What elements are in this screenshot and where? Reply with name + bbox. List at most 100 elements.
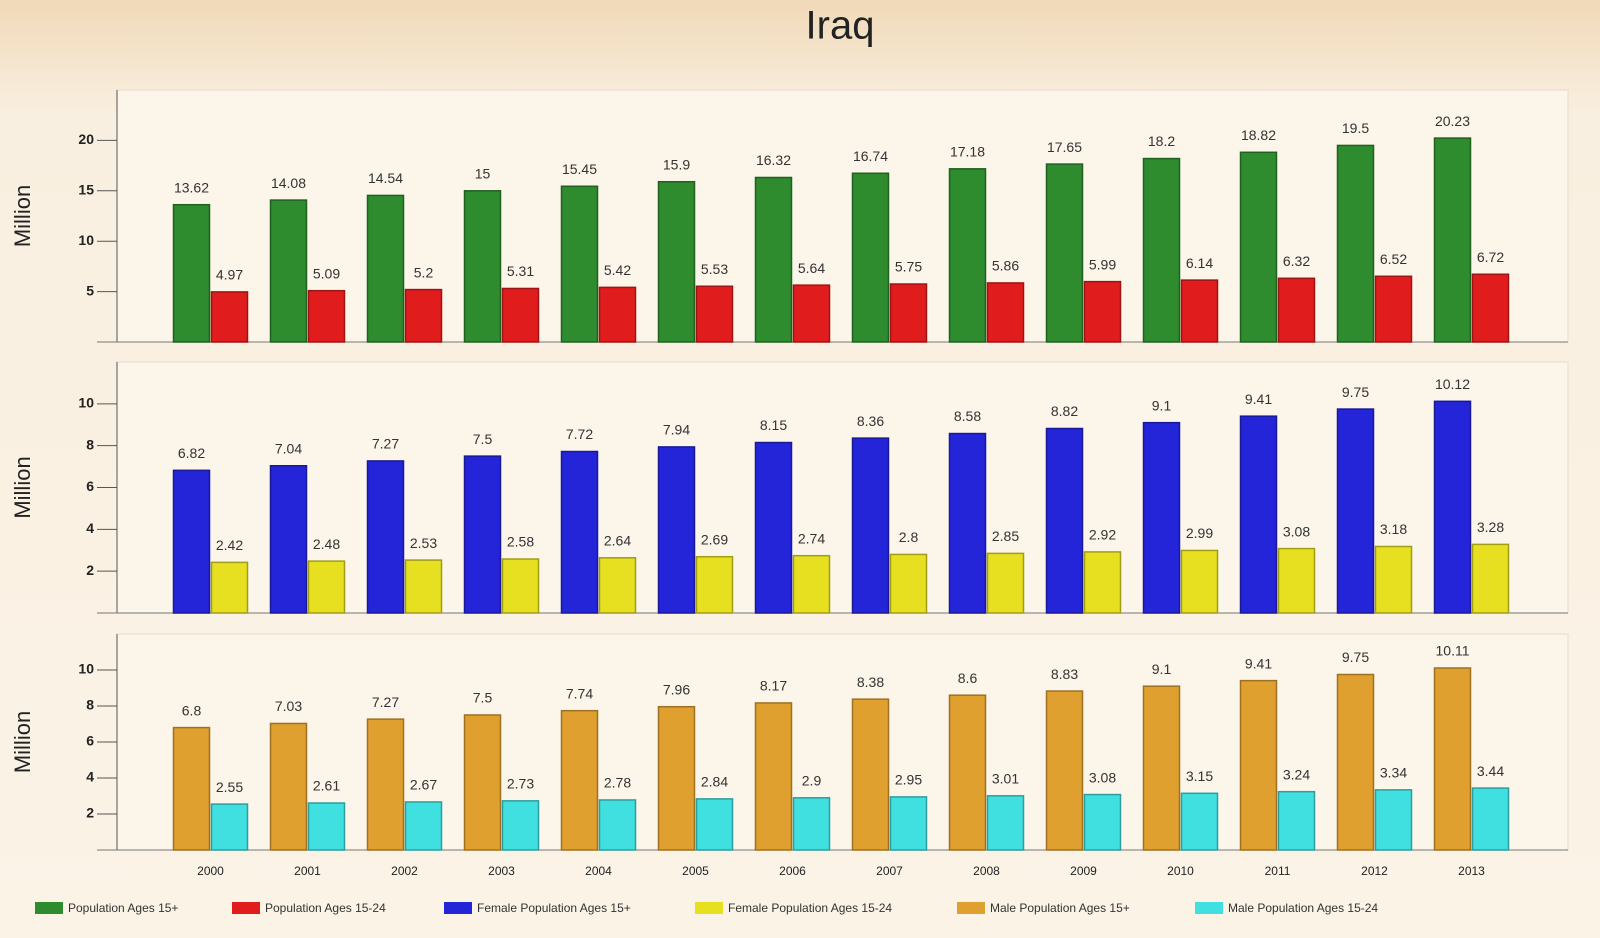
- bar: [1239, 151, 1278, 343]
- value-label: 5.09: [313, 265, 340, 281]
- bar: [1083, 551, 1122, 614]
- y-tick-label: 20: [78, 131, 94, 147]
- value-label: 8.58: [954, 408, 981, 424]
- legend-label: Male Population Ages 15+: [990, 901, 1130, 915]
- x-tick-label: 2010: [1167, 864, 1194, 878]
- value-label: 15: [475, 166, 491, 182]
- value-label: 6.8: [182, 702, 202, 718]
- bar: [1180, 279, 1219, 343]
- bar: [1336, 673, 1375, 851]
- value-label: 9.1: [1152, 397, 1172, 413]
- value-label: 2.85: [992, 528, 1019, 544]
- x-tick-label: 2004: [585, 864, 612, 878]
- bar: [269, 464, 308, 614]
- bar: [1433, 400, 1472, 614]
- bar: [792, 797, 831, 851]
- value-label: 4.97: [216, 267, 243, 283]
- bar: [1180, 792, 1219, 851]
- value-label: 3.24: [1283, 766, 1310, 782]
- value-label: 8.83: [1051, 666, 1078, 682]
- y-tick-label: 8: [86, 436, 94, 452]
- value-label: 6.14: [1186, 255, 1213, 271]
- value-label: 2.67: [410, 777, 437, 793]
- bar: [948, 694, 987, 851]
- value-label: 8.17: [760, 678, 787, 694]
- bar: [307, 560, 346, 614]
- value-label: 2.61: [313, 778, 340, 794]
- bar: [1277, 277, 1316, 343]
- value-label: 5.99: [1089, 256, 1116, 272]
- bar: [1083, 793, 1122, 851]
- value-label: 17.18: [950, 144, 985, 160]
- bar: [269, 199, 308, 343]
- x-tick-label: 2005: [682, 864, 709, 878]
- value-label: 9.75: [1342, 384, 1369, 400]
- value-label: 16.74: [853, 148, 888, 164]
- bar: [948, 168, 987, 343]
- value-label: 3.28: [1477, 519, 1504, 535]
- bar: [1045, 427, 1084, 614]
- x-tick-label: 2003: [488, 864, 515, 878]
- value-label: 10.12: [1435, 376, 1470, 392]
- value-label: 18.82: [1241, 127, 1276, 143]
- value-label: 17.65: [1047, 139, 1082, 155]
- bar: [1180, 549, 1219, 614]
- bar: [1239, 415, 1278, 614]
- bar: [1045, 690, 1084, 851]
- value-label: 2.74: [798, 530, 825, 546]
- bar: [1239, 679, 1278, 851]
- bar: [210, 561, 249, 614]
- value-label: 3.18: [1380, 521, 1407, 537]
- bar: [307, 802, 346, 851]
- bar: [792, 284, 831, 343]
- bar: [366, 718, 405, 851]
- value-label: 19.5: [1342, 120, 1369, 136]
- y-tick-label: 10: [78, 661, 94, 677]
- bar: [889, 553, 928, 614]
- value-label: 2.8: [899, 529, 919, 545]
- value-label: 8.38: [857, 674, 884, 690]
- plot-area: [116, 361, 1569, 614]
- value-label: 2.64: [604, 532, 631, 548]
- bar: [657, 446, 696, 614]
- value-label: 20.23: [1435, 113, 1470, 129]
- bar: [754, 176, 793, 343]
- legend-label: Female Population Ages 15+: [477, 901, 631, 915]
- bar: [463, 455, 502, 614]
- value-label: 2.53: [410, 535, 437, 551]
- x-tick-label: 2001: [294, 864, 321, 878]
- value-label: 3.44: [1477, 763, 1504, 779]
- value-label: 6.32: [1283, 253, 1310, 269]
- bar: [695, 285, 734, 343]
- y-tick-label: 5: [86, 282, 94, 298]
- bar: [851, 172, 890, 343]
- bar: [501, 800, 540, 851]
- y-tick-label: 15: [78, 182, 94, 198]
- value-label: 15.9: [663, 156, 690, 172]
- bar: [560, 709, 599, 851]
- bar: [1336, 408, 1375, 614]
- x-tick-label: 2012: [1361, 864, 1388, 878]
- value-label: 5.64: [798, 260, 825, 276]
- y-tick-label: 6: [86, 733, 94, 749]
- y-tick-label: 6: [86, 478, 94, 494]
- bar: [1471, 543, 1510, 614]
- bar: [986, 795, 1025, 851]
- value-label: 5.53: [701, 261, 728, 277]
- y-tick-label: 4: [86, 769, 94, 785]
- legend-label: Population Ages 15-24: [265, 901, 386, 915]
- value-label: 2.84: [701, 774, 728, 790]
- x-tick-label: 2011: [1265, 864, 1291, 878]
- bar: [695, 798, 734, 851]
- bar: [1433, 137, 1472, 343]
- x-tick-label: 2009: [1070, 864, 1097, 878]
- bar: [1142, 157, 1181, 343]
- bar: [1336, 144, 1375, 343]
- x-tick-label: 2007: [876, 864, 903, 878]
- bar: [792, 554, 831, 614]
- bar: [1374, 789, 1413, 851]
- bar: [172, 469, 211, 614]
- bar: [1142, 685, 1181, 851]
- value-label: 3.15: [1186, 768, 1213, 784]
- bar: [948, 432, 987, 614]
